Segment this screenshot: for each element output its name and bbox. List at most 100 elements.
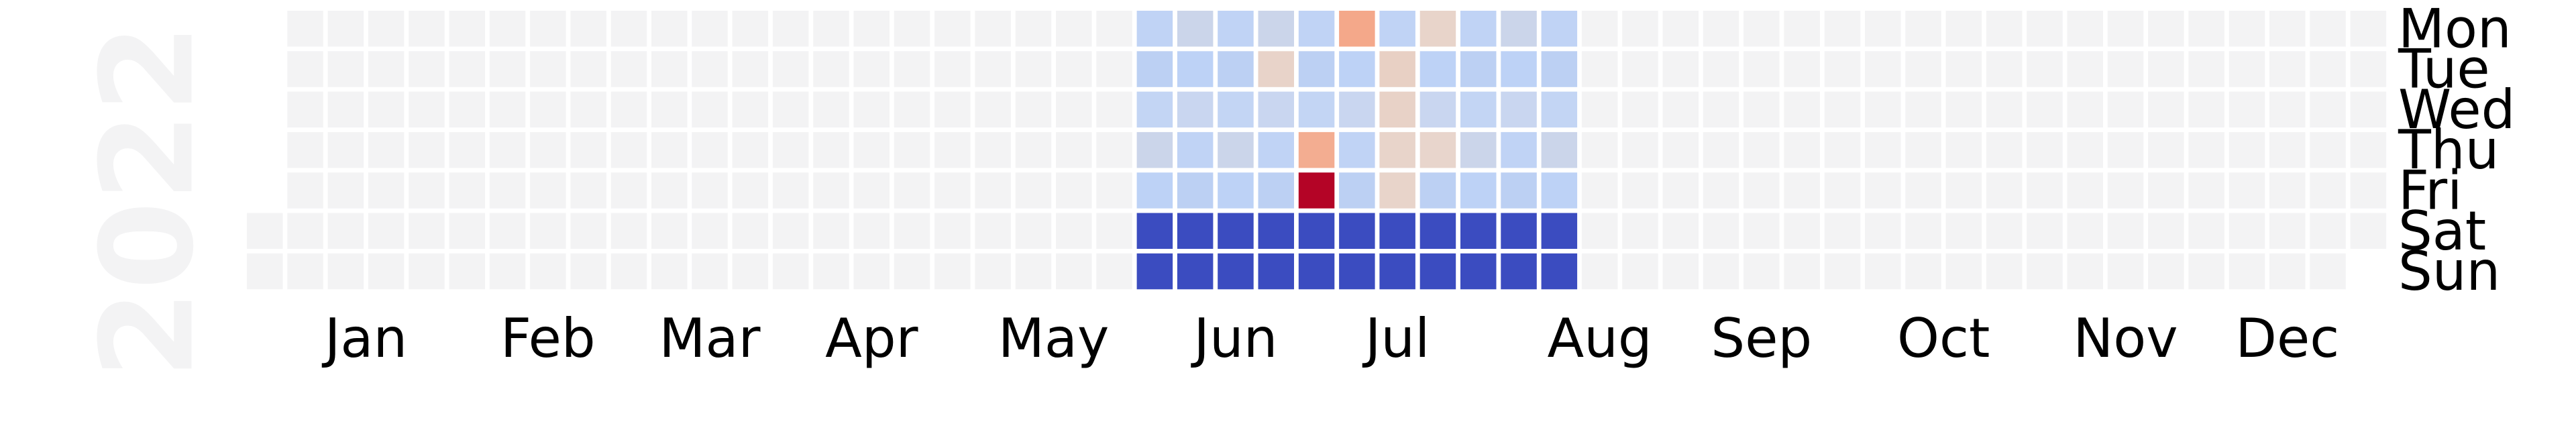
- heatmap-cell: [894, 91, 930, 128]
- heatmap-cell: [2229, 213, 2265, 249]
- heatmap-cell: [489, 131, 526, 168]
- heatmap-cell: [368, 91, 405, 128]
- heatmap-cell: [287, 213, 323, 249]
- heatmap-cell: [1703, 131, 1739, 168]
- heatmap-cell: [1824, 91, 1861, 128]
- heatmap-cell: [692, 51, 728, 87]
- heatmap-cell: [1339, 213, 1375, 249]
- heatmap-cell: [772, 51, 809, 87]
- heatmap-cell: [1056, 253, 1092, 290]
- heatmap-cell: [1905, 91, 1941, 128]
- heatmap-cell: [327, 253, 364, 290]
- heatmap-cell: [1945, 131, 1982, 168]
- heatmap-cell: [1056, 172, 1092, 209]
- heatmap-cell: [2107, 91, 2144, 128]
- heatmap-cell: [287, 11, 323, 47]
- heatmap-cell: [1218, 11, 1254, 47]
- heatmap-cell: [651, 131, 688, 168]
- heatmap-cell: [2107, 172, 2144, 209]
- heatmap-cell: [327, 11, 364, 47]
- heatmap-cell: [570, 213, 606, 249]
- heatmap-cell: [934, 253, 971, 290]
- heatmap-cell: [2310, 91, 2346, 128]
- heatmap-cell: [813, 253, 849, 290]
- heatmap-cell: [1298, 11, 1335, 47]
- heatmap-cell: [1096, 213, 1132, 249]
- heatmap-cell: [853, 131, 890, 168]
- heatmap-cell: [1865, 51, 1901, 87]
- heatmap-cell: [1541, 172, 1578, 209]
- heatmap-cell: [1541, 213, 1578, 249]
- heatmap-cell: [1218, 253, 1254, 290]
- heatmap-cell: [2310, 131, 2346, 168]
- heatmap-cell: [934, 51, 971, 87]
- heatmap-cell: [975, 213, 1011, 249]
- month-label: Jul: [1362, 307, 1430, 370]
- heatmap-cell: [1258, 91, 1294, 128]
- heatmap-cell: [1136, 11, 1173, 47]
- heatmap-cell: [1743, 11, 1780, 47]
- heatmap-cell: [1056, 11, 1092, 47]
- heatmap-cell: [732, 213, 769, 249]
- heatmap-cell: [2188, 11, 2224, 47]
- heatmap-cell: [2067, 253, 2103, 290]
- heatmap-cell: [449, 51, 485, 87]
- heatmap-cell: [2067, 11, 2103, 47]
- heatmap-cell: [1177, 172, 1214, 209]
- heatmap-cell: [1136, 131, 1173, 168]
- heatmap-cell: [1460, 131, 1497, 168]
- heatmap-cell: [1824, 131, 1861, 168]
- heatmap-cell: [409, 253, 445, 290]
- heatmap-cell: [1258, 11, 1294, 47]
- heatmap-cell: [2027, 91, 2063, 128]
- heatmap-cell: [651, 172, 688, 209]
- heatmap-cell: [489, 172, 526, 209]
- heatmap-cell: [732, 11, 769, 47]
- heatmap-cell: [1865, 253, 1901, 290]
- heatmap-cell: [1298, 91, 1335, 128]
- heatmap-cell: [692, 213, 728, 249]
- heatmap-cell: [1905, 253, 1941, 290]
- heatmap-cell: [2107, 131, 2144, 168]
- heatmap-cell: [1177, 51, 1214, 87]
- heatmap-cell: [368, 213, 405, 249]
- heatmap-cell: [1945, 51, 1982, 87]
- month-label: May: [998, 307, 1109, 370]
- heatmap-cell: [530, 91, 566, 128]
- month-label: Feb: [500, 307, 596, 370]
- heatmap-cell: [610, 11, 647, 47]
- heatmap-cell: [1096, 172, 1132, 209]
- heatmap-cell: [1541, 51, 1578, 87]
- heatmap-cell: [1460, 253, 1497, 290]
- heatmap-cell: [327, 91, 364, 128]
- heatmap-cell: [1743, 253, 1780, 290]
- heatmap-cell: [1096, 51, 1132, 87]
- heatmap-cell: [2269, 91, 2306, 128]
- heatmap-cell: [1945, 213, 1982, 249]
- month-label: Aug: [1547, 307, 1652, 370]
- heatmap-cell: [1945, 253, 1982, 290]
- heatmap-cell: [1541, 253, 1578, 290]
- heatmap-cell: [287, 253, 323, 290]
- heatmap-cell: [2350, 91, 2387, 128]
- heatmap-cell: [1703, 253, 1739, 290]
- heatmap-cell: [489, 253, 526, 290]
- weekday-label: Tue: [2398, 38, 2490, 101]
- heatmap-cell: [975, 253, 1011, 290]
- heatmap-cell: [2027, 213, 2063, 249]
- heatmap-cell: [2027, 253, 2063, 290]
- heatmap-cell: [1501, 213, 1537, 249]
- heatmap-cell: [2027, 172, 2063, 209]
- heatmap-cell: [1703, 11, 1739, 47]
- heatmap-cell: [409, 51, 445, 87]
- heatmap-cell: [853, 253, 890, 290]
- heatmap-cell: [409, 11, 445, 47]
- heatmap-cell: [2148, 91, 2184, 128]
- heatmap-cell: [530, 213, 566, 249]
- heatmap-cell: [2229, 253, 2265, 290]
- heatmap-cell: [1136, 51, 1173, 87]
- heatmap-cell: [1177, 91, 1214, 128]
- heatmap-cell: [1339, 91, 1375, 128]
- month-label: Sep: [1711, 307, 1812, 370]
- heatmap-cell: [1136, 91, 1173, 128]
